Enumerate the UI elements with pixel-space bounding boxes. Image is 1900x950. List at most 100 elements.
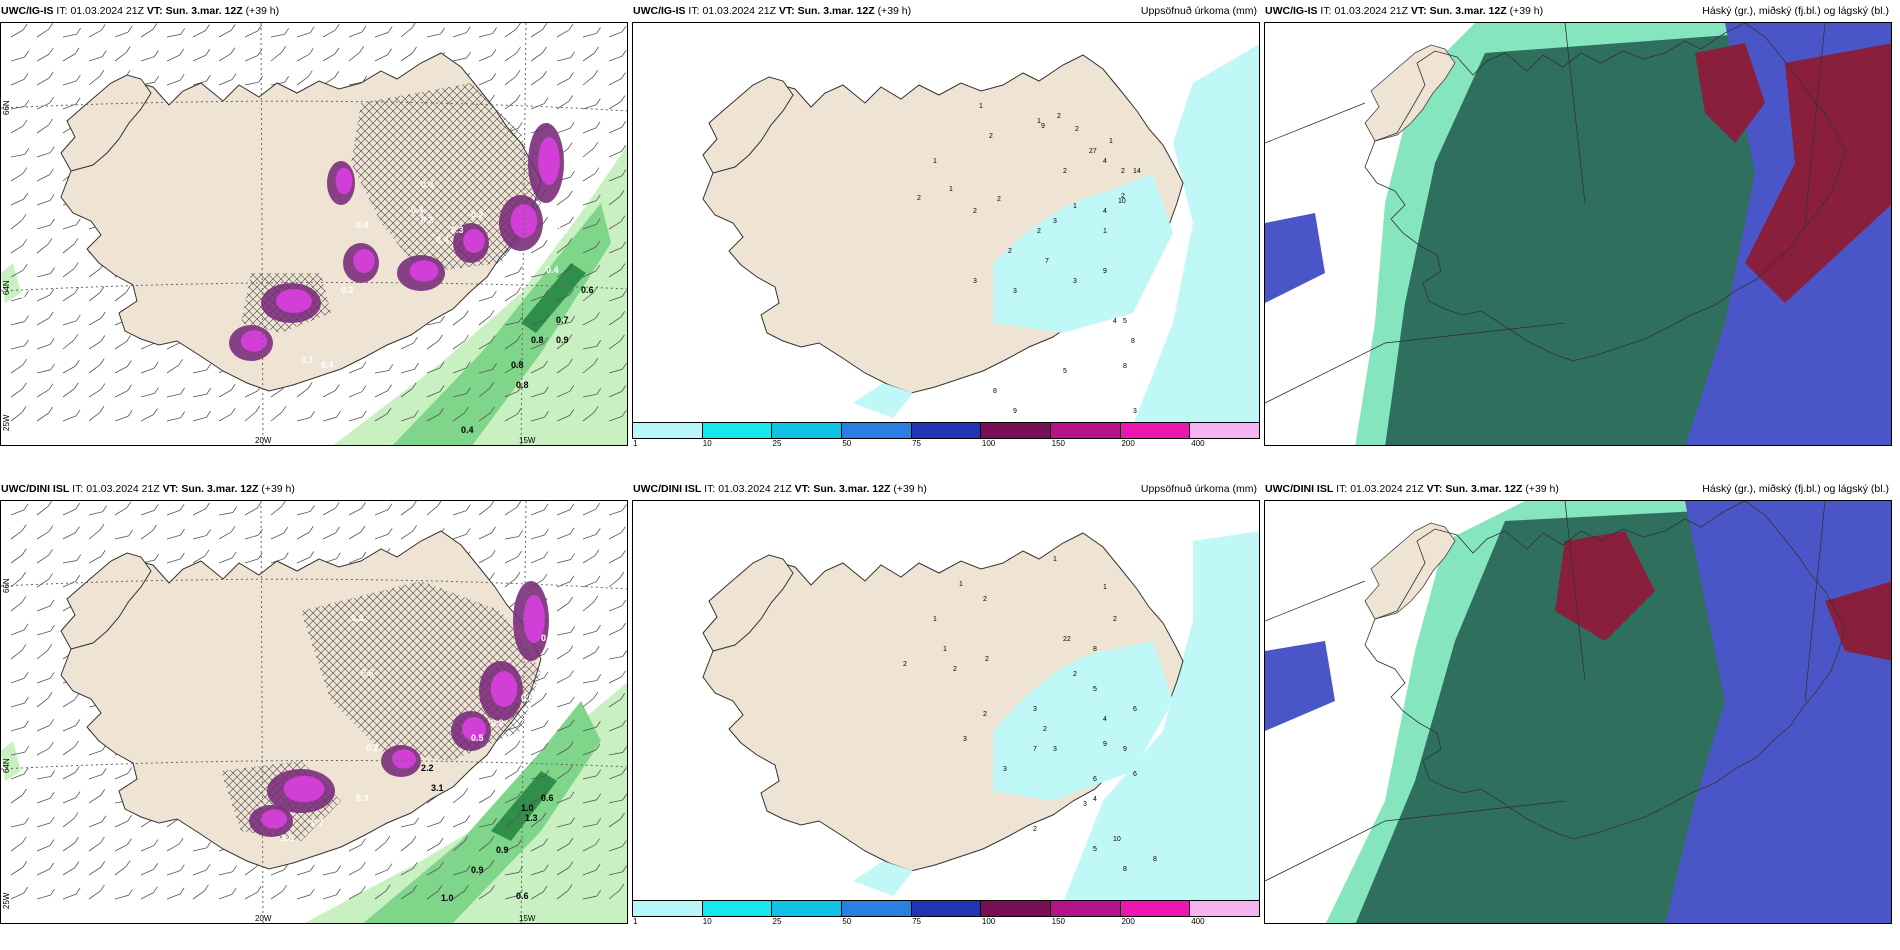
wind-barb-flag bbox=[570, 170, 575, 178]
wind-barb bbox=[608, 799, 623, 804]
wind-barb-flag bbox=[334, 23, 340, 31]
lon-line-15w bbox=[520, 501, 527, 923]
wind-barb bbox=[608, 196, 621, 206]
wind-barb bbox=[114, 507, 128, 516]
wind-barb-flag bbox=[439, 361, 445, 369]
wind-barb-flag bbox=[75, 887, 81, 895]
accum-value: 4 bbox=[1103, 208, 1107, 215]
wind-barb-flag bbox=[439, 408, 444, 415]
precip-value: 0.3 bbox=[451, 225, 464, 235]
wind-barb bbox=[244, 866, 257, 876]
wind-barb-flag bbox=[100, 335, 106, 342]
wind-barb-flag bbox=[414, 817, 419, 825]
wind-barb bbox=[62, 80, 77, 86]
wind-barb bbox=[36, 747, 50, 756]
scale-label: 100 bbox=[981, 917, 996, 926]
wind-barb-flag bbox=[385, 835, 391, 843]
wind-barb-flag bbox=[593, 357, 599, 365]
accum-value: 3 bbox=[1053, 218, 1057, 225]
wind-barb bbox=[530, 392, 545, 398]
wind-barb-flag bbox=[24, 148, 30, 155]
wind-barb bbox=[36, 77, 50, 86]
wind-barb-flag bbox=[516, 334, 521, 342]
wind-barb-flag bbox=[621, 719, 627, 727]
wind-barb-flag bbox=[50, 770, 56, 777]
wind-barb-flag bbox=[567, 142, 573, 149]
wind-barb bbox=[296, 510, 311, 516]
wind-barb bbox=[374, 869, 389, 876]
accum-precip-map: 1 2 2 1 1 2 2 1 1 2 4 2 1 3 2 2 3 7 3 3 1 2 14 10 9 4 5 8 8 8 9 3 5 9 2 2 27… bbox=[632, 22, 1260, 424]
wind-barb bbox=[426, 505, 438, 516]
wind-barb-flag bbox=[153, 50, 159, 57]
wind-barb bbox=[504, 895, 519, 900]
wind-barb-flag bbox=[543, 671, 549, 679]
wind-barb-flag bbox=[466, 51, 471, 59]
wind-barb-flag bbox=[73, 382, 79, 389]
accum-value: 1 bbox=[933, 616, 937, 623]
wind-barb-flag bbox=[49, 718, 55, 726]
wind-barb bbox=[218, 53, 232, 62]
wind-barb bbox=[478, 387, 491, 398]
wind-barb bbox=[478, 842, 491, 852]
precip-area-dark bbox=[521, 263, 586, 333]
precip-blob-magenta bbox=[523, 595, 545, 643]
wind-barb-flag bbox=[230, 525, 236, 533]
wind-barb-flag bbox=[153, 886, 158, 893]
valid-time: Sun. 3.mar. 12Z bbox=[1445, 483, 1523, 495]
wind-barb-flag bbox=[593, 141, 599, 149]
wind-barb-flag bbox=[21, 214, 27, 221]
wind-barb-flag bbox=[518, 889, 523, 896]
wind-barb-flag bbox=[622, 793, 627, 801]
wind-barb-flag bbox=[48, 47, 54, 55]
wind-barb bbox=[582, 33, 597, 38]
accum-value: 9 bbox=[1123, 746, 1127, 753]
wind-barb-flag bbox=[387, 503, 393, 510]
wind-barb-flag bbox=[126, 501, 132, 508]
wind-barb bbox=[582, 581, 597, 588]
precip-sea-area bbox=[1063, 531, 1259, 901]
wind-barb-flag bbox=[516, 812, 521, 820]
wind-barb bbox=[270, 388, 283, 398]
wind-barb bbox=[348, 844, 362, 852]
wind-barb-flag bbox=[621, 599, 627, 607]
wind-barb-flag bbox=[48, 23, 54, 30]
wind-barb bbox=[374, 533, 389, 540]
wind-barb bbox=[582, 345, 597, 350]
it-label: IT: bbox=[704, 483, 716, 495]
wind-barb bbox=[296, 870, 311, 876]
scale-swatch bbox=[981, 423, 1052, 438]
precip-blob-magenta bbox=[260, 809, 288, 829]
wind-barb bbox=[478, 79, 492, 86]
wind-barb-flag bbox=[490, 572, 495, 580]
wind-barb-flag bbox=[516, 46, 521, 54]
wind-barb-flag bbox=[595, 264, 601, 272]
accum-value: 8 bbox=[1123, 363, 1127, 370]
scale-swatch bbox=[981, 901, 1052, 916]
wind-barb-flag bbox=[620, 263, 626, 270]
wind-barb bbox=[608, 175, 623, 182]
wind-barb bbox=[530, 891, 544, 900]
wind-barb bbox=[10, 412, 23, 422]
wind-barb-flag bbox=[23, 672, 29, 679]
wind-barb-flag bbox=[568, 645, 574, 652]
lat-label-right-66n: 66N bbox=[626, 571, 628, 586]
init-time: 01.03.2024 21Z bbox=[86, 483, 160, 495]
wind-barb bbox=[36, 273, 51, 278]
wind-barb bbox=[530, 509, 545, 516]
precip-value: 0.5 bbox=[521, 693, 534, 703]
scale-label: 1 bbox=[633, 439, 638, 448]
wind-barb-flag bbox=[542, 573, 548, 581]
wind-barb-flag bbox=[75, 791, 81, 798]
wind-barb bbox=[478, 890, 491, 900]
wind-barb bbox=[114, 366, 128, 374]
wind-barb bbox=[478, 33, 493, 38]
wind-barb-flag bbox=[621, 49, 627, 57]
lon-line-20w bbox=[260, 501, 264, 923]
wind-barb-flag bbox=[180, 411, 185, 418]
accum-value: 14 bbox=[1133, 168, 1141, 175]
wind-barb-flag bbox=[621, 25, 627, 33]
wind-barb-flag bbox=[490, 884, 495, 892]
wind-barb-flag bbox=[621, 526, 626, 533]
wind-barb bbox=[348, 367, 363, 374]
wind-barb-flag bbox=[412, 525, 418, 532]
